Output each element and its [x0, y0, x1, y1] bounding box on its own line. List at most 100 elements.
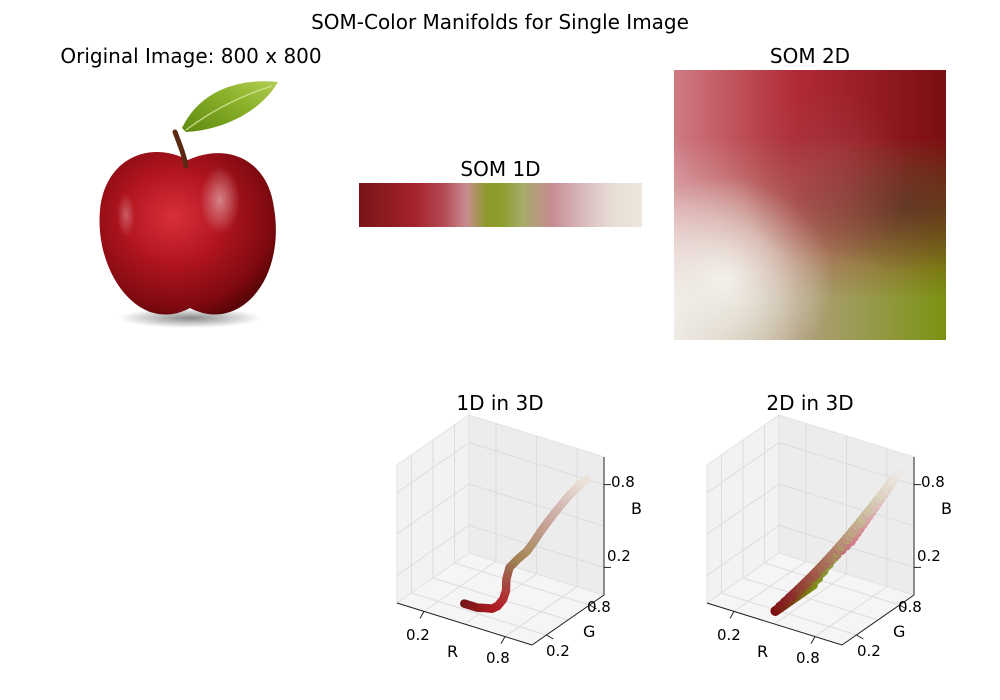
curve-point-84 — [518, 550, 527, 560]
pane-back — [778, 414, 915, 596]
surface-point-39 — [794, 584, 805, 595]
curve-point-141 — [580, 476, 589, 486]
surface-point-24 — [789, 589, 800, 600]
curve-point-111 — [543, 518, 552, 527]
curve-point-127 — [563, 492, 573, 502]
surface-point-87 — [811, 568, 822, 579]
surface-point-135 — [825, 552, 836, 563]
surface-point-59 — [801, 577, 812, 588]
surface-point-201 — [844, 530, 855, 541]
surface-point-110 — [821, 561, 832, 572]
axis-g — [841, 594, 915, 646]
curve-point-79 — [512, 555, 522, 565]
curve-point-143 — [582, 475, 591, 484]
pane-left — [706, 414, 780, 604]
surface-point-141 — [826, 550, 837, 561]
surface-point-132 — [827, 553, 838, 564]
curve-point-95 — [528, 539, 537, 548]
surface-point-187 — [839, 536, 850, 547]
surface-point-136 — [826, 552, 837, 563]
surface-point-184 — [844, 536, 855, 547]
surface-point-90 — [811, 567, 822, 578]
curve-point-110 — [542, 519, 551, 528]
curve-point-57 — [501, 585, 511, 594]
curve-point-120 — [553, 504, 563, 513]
surface-point-271 — [873, 494, 884, 505]
curve-point-104 — [535, 528, 545, 537]
surface-point-173 — [841, 540, 852, 551]
plot1-marks — [460, 475, 591, 613]
surface-point-193 — [845, 533, 856, 544]
curve-point-49 — [499, 594, 508, 603]
surface-point-170 — [839, 541, 850, 552]
curve-point-117 — [550, 509, 559, 518]
surface-point-143 — [829, 550, 840, 561]
curve-point-137 — [576, 480, 585, 489]
plot1-ytick-0: 0.2 — [546, 642, 570, 660]
surface-point-249 — [860, 510, 871, 521]
grid-floor-r-1 — [774, 573, 847, 625]
surface-point-140 — [827, 551, 838, 562]
surface-point-9 — [779, 597, 790, 608]
curve-point-29 — [485, 604, 494, 613]
curve-point-98 — [530, 535, 540, 545]
plot1-xlabel: R — [447, 642, 458, 661]
curve-point-121 — [555, 502, 564, 512]
surface-point-47 — [799, 581, 810, 592]
curve-point-27 — [483, 604, 492, 613]
curve-point-81 — [514, 553, 524, 563]
surface-point-68 — [803, 574, 814, 585]
surface-point-237 — [858, 516, 869, 527]
surface-point-269 — [871, 496, 882, 507]
surface-point-97 — [813, 565, 824, 576]
surface-point-283 — [884, 481, 895, 492]
surface-point-230 — [854, 519, 865, 530]
surface-point-41 — [796, 583, 807, 594]
plot2-ztick-1: 0.8 — [921, 473, 945, 491]
curve-point-62 — [502, 578, 511, 587]
surface-point-287 — [890, 472, 901, 483]
plot2-xlabel: R — [757, 642, 768, 661]
curve-point-33 — [488, 604, 497, 613]
curve-point-61 — [502, 579, 511, 588]
surface-point-165 — [833, 542, 844, 553]
surface-point-109 — [819, 561, 830, 572]
surface-point-168 — [834, 541, 845, 552]
surface-point-251 — [862, 508, 873, 519]
surface-point-196 — [842, 532, 853, 543]
plot1-zlabel: B — [631, 499, 642, 518]
curve-point-118 — [551, 507, 560, 516]
surface-point-236 — [855, 516, 866, 527]
curve-point-142 — [581, 475, 590, 485]
surface-point-106 — [816, 562, 827, 573]
surface-point-75 — [806, 572, 817, 583]
curve-point-102 — [534, 530, 543, 540]
surface-point-81 — [813, 569, 824, 580]
surface-point-101 — [815, 563, 826, 574]
surface-point-126 — [823, 555, 834, 566]
curve-point-19 — [476, 603, 485, 613]
curve-point-8 — [466, 601, 476, 610]
tick-r-1 — [810, 636, 816, 644]
grid-back-b-0 — [778, 524, 915, 568]
curve-point-86 — [520, 548, 529, 558]
surface-point-94 — [818, 566, 829, 577]
curve-point-53 — [500, 589, 510, 599]
curve-point-11 — [469, 602, 478, 611]
curve-point-82 — [516, 552, 525, 562]
surface-point-220 — [854, 523, 865, 534]
surface-point-129 — [826, 554, 837, 565]
curve-point-2 — [461, 599, 471, 609]
surface-point-107 — [816, 561, 827, 572]
curve-point-22 — [479, 603, 488, 613]
curve-point-66 — [502, 572, 512, 581]
curve-point-91 — [525, 543, 534, 553]
curve-point-36 — [490, 603, 499, 612]
surface-point-44 — [801, 581, 812, 592]
curve-point-55 — [501, 587, 510, 596]
surface-point-183 — [839, 536, 850, 547]
surface-point-227 — [853, 520, 864, 531]
curve-point-77 — [510, 557, 520, 567]
curve-point-13 — [470, 602, 480, 612]
curve-point-0 — [460, 599, 469, 608]
